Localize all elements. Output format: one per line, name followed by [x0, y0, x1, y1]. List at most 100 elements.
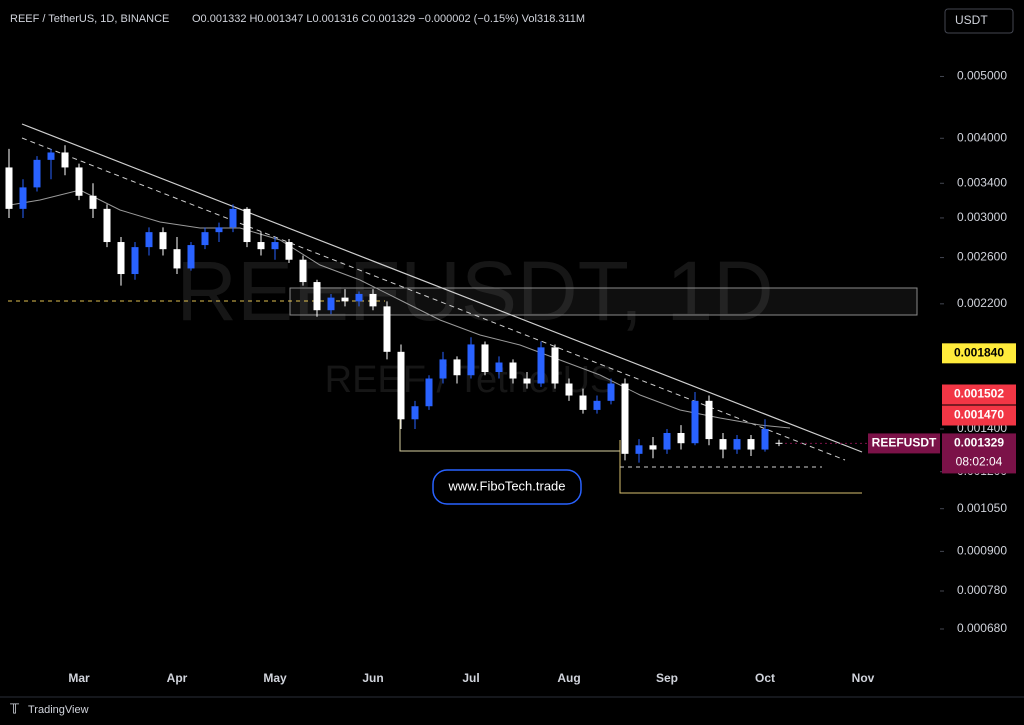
candle-body: [733, 439, 741, 450]
candle-body: [523, 378, 531, 384]
x-tick-label: Mar: [68, 671, 90, 685]
support-line-yellow: [619, 440, 862, 494]
candle-body: [75, 167, 83, 196]
y-tick-label: 0.002200: [957, 296, 1007, 310]
candle-body: [89, 195, 97, 209]
candle-body: [229, 208, 237, 228]
candle-body: [383, 306, 391, 352]
candle-body: [187, 245, 195, 269]
candles: [5, 145, 783, 463]
y-tick-label: 0.000900: [957, 544, 1007, 558]
x-tick-label: Jul: [462, 671, 479, 685]
candle-body: [131, 247, 139, 275]
x-tick-label: Jun: [362, 671, 383, 685]
price-label: 0.001470: [954, 408, 1004, 422]
currency-button-label[interactable]: USDT: [955, 13, 988, 27]
chart-title: REEF / TetherUS, 1D, BINANCE: [10, 13, 169, 25]
trend-line-dashed: [21, 137, 846, 461]
symbol-label-box: [868, 433, 940, 454]
candle-body: [19, 187, 27, 209]
candle-body: [103, 208, 111, 243]
candle-body: [327, 297, 335, 311]
price-label-box: [942, 384, 1016, 405]
candle-body: [397, 351, 405, 420]
drawings: [8, 123, 918, 494]
candle-body: [467, 344, 475, 376]
candle-body: [299, 259, 307, 283]
y-tick-label: 0.002600: [957, 250, 1007, 264]
currency-button[interactable]: [944, 8, 1014, 34]
candle-body: [411, 406, 419, 420]
candle-body: [691, 400, 699, 444]
candle-body: [747, 439, 755, 450]
footer-brand: TradingView: [28, 704, 89, 716]
candle-body: [173, 249, 181, 269]
candle-body: [243, 208, 251, 243]
footer-logo: 𝕋: [10, 701, 20, 716]
candle-body: [313, 282, 321, 311]
link-box[interactable]: [432, 469, 582, 505]
watermark: REEFUSDT, 1D: [176, 244, 773, 338]
candle-body: [47, 152, 55, 160]
x-tick-label: May: [263, 671, 287, 685]
candle-body: [621, 383, 629, 454]
y-tick-label: 0.000680: [957, 621, 1007, 635]
candle-body: [285, 242, 293, 260]
symbol-label: REEFUSDT: [872, 436, 937, 450]
countdown: 08:02:04: [956, 455, 1003, 469]
price-label: 0.001329: [954, 436, 1004, 450]
candle-body: [271, 242, 279, 250]
candle-body: [607, 383, 615, 401]
candle-body: [719, 439, 727, 450]
x-tick-label: Oct: [755, 671, 775, 685]
price-label-box: [942, 343, 1016, 364]
candle-body: [761, 429, 769, 450]
x-tick-label: Nov: [852, 671, 875, 685]
candle-body: [705, 400, 713, 440]
candle-body: [453, 359, 461, 376]
candle-body: [593, 400, 601, 410]
candle-body: [61, 152, 69, 168]
y-tick-label: 0.004000: [957, 130, 1007, 144]
candle-body: [551, 347, 559, 384]
candle-body: [565, 383, 573, 396]
moving-average: [9, 189, 791, 429]
candle-body: [215, 227, 223, 233]
candle-body: [509, 362, 517, 379]
price-label: 0.001502: [954, 387, 1004, 401]
x-tick-label: Sep: [656, 671, 678, 685]
candle-body: [663, 432, 671, 450]
candle-body: [537, 347, 545, 384]
candle-body: [775, 442, 783, 444]
link-text[interactable]: www.FiboTech.trade: [447, 478, 565, 493]
price-label: 0.001840: [954, 345, 1004, 359]
candle-body: [425, 378, 433, 407]
x-tick-label: Aug: [557, 671, 580, 685]
zone-box: [289, 287, 918, 316]
candle-body: [579, 395, 587, 410]
price-label-box: [942, 405, 1016, 426]
candle-body: [635, 445, 643, 454]
y-tick-label: 0.003400: [957, 175, 1007, 189]
y-tick-label: 0.005000: [957, 69, 1007, 83]
candle-body: [201, 232, 209, 246]
candle-body: [677, 432, 685, 444]
candle-body: [145, 232, 153, 248]
candle-body: [341, 297, 349, 302]
candle-body: [117, 242, 125, 275]
ohlc-text: O0.001332 H0.001347 L0.001316 C0.001329 …: [192, 13, 585, 25]
candle-body: [257, 242, 265, 250]
candle-body: [495, 362, 503, 373]
y-tick-label: 0.003000: [957, 210, 1007, 224]
candle-body: [439, 359, 447, 379]
candle-body: [369, 293, 377, 307]
candle-body: [649, 445, 657, 450]
trend-line: [21, 123, 863, 453]
candle-body: [33, 159, 41, 188]
candle-body: [481, 344, 489, 373]
y-tick-label: 0.001050: [957, 501, 1007, 515]
